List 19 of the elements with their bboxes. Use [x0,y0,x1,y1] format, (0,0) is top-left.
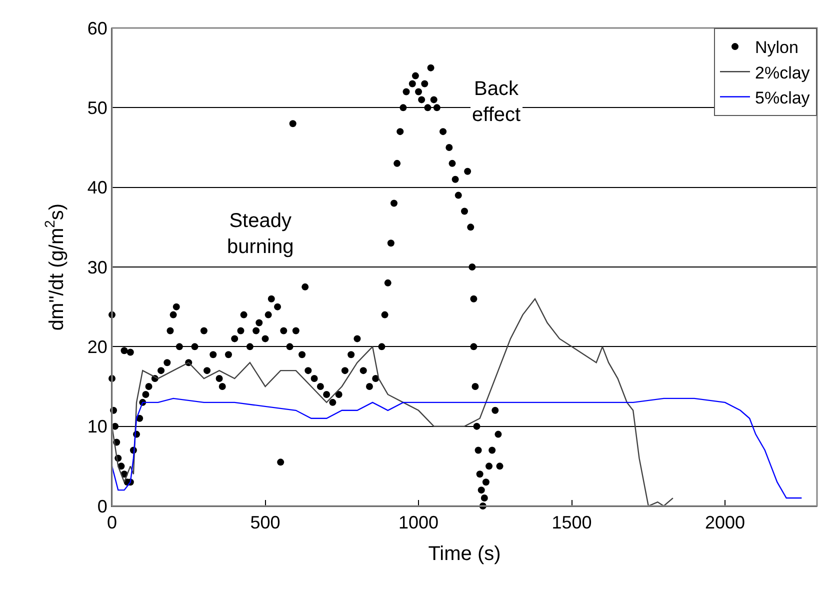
annotation: Steady burning [227,210,294,258]
line-series [112,298,674,506]
y-tick-label: 50 [87,98,108,118]
x-tick-label: 500 [250,512,280,533]
y-tick-label: 0 [97,496,108,516]
y-tick-label: 40 [87,178,108,198]
x-tick-label: 2000 [705,512,746,533]
x-tick-label: 1500 [552,512,592,533]
legend-label: Nylon [755,38,798,58]
line-series [112,398,802,499]
annotation: Back effect [472,78,521,126]
legend-label: 2%clay [755,63,810,82]
x-tick-label: 1000 [398,512,439,533]
y-tick-label: 20 [87,336,108,357]
y-tick-label: 60 [87,18,108,38]
x-axis-title: Time (s) [428,543,501,566]
y-tick-label: 10 [87,416,108,437]
legend-label: 5%clay [755,88,810,108]
y-tick-label: 30 [87,257,108,278]
